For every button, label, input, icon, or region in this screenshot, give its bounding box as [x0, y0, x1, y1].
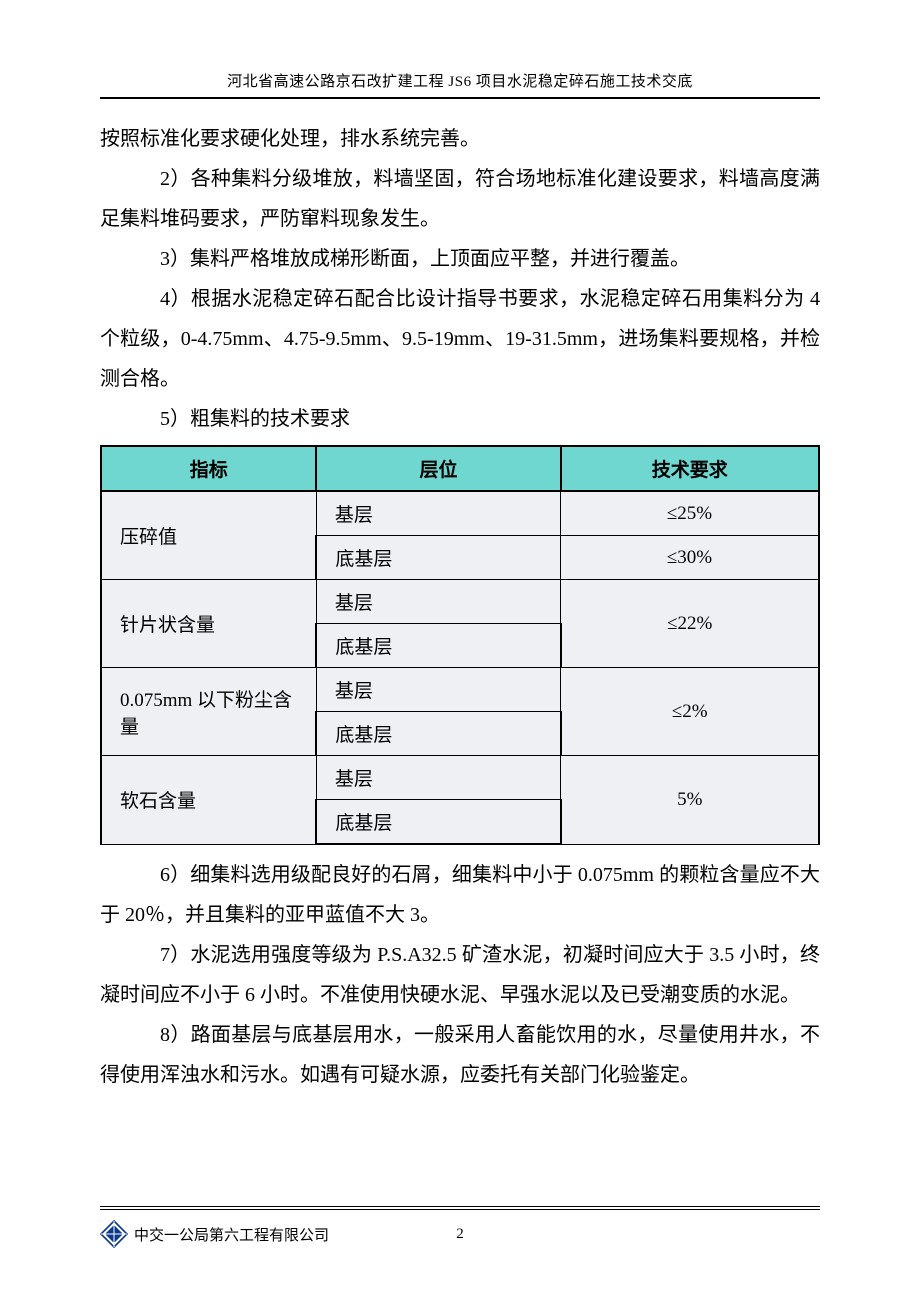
paragraph-3: 3）集料严格堆放成梯形断面，上顶面应平整，并进行覆盖。	[100, 239, 820, 279]
cell-layer: 底基层	[316, 712, 560, 756]
page-container: 河北省高速公路京石改扩建工程 JS6 项目水泥稳定碎石施工技术交底 按照标准化要…	[0, 0, 920, 1302]
cell-indicator: 针片状含量	[101, 580, 316, 668]
paragraph-4: 4）根据水泥稳定碎石配合比设计指导书要求，水泥稳定碎石用集料分为 4 个粒级，0…	[100, 279, 820, 399]
cell-indicator: 软石含量	[101, 756, 316, 845]
cell-requirement: 5%	[561, 756, 820, 845]
footer-divider-inner: 中交一公局第六工程有限公司 2	[100, 1209, 820, 1248]
paragraph-5: 5）粗集料的技术要求	[100, 399, 820, 439]
table-col-indicator: 指标	[101, 446, 316, 491]
table-col-layer: 层位	[316, 446, 560, 491]
page-header-title: 河北省高速公路京石改扩建工程 JS6 项目水泥稳定碎石施工技术交底	[100, 70, 820, 91]
cell-indicator: 压碎值	[101, 491, 316, 580]
footer-divider-outer: 中交一公局第六工程有限公司 2	[100, 1206, 820, 1248]
table-row: 压碎值 基层 ≤25%	[101, 491, 819, 536]
paragraph-2: 2）各种集料分级堆放，料墙坚固，符合场地标准化建设要求，料墙高度满足集料堆码要求…	[100, 159, 820, 239]
page-footer: 中交一公局第六工程有限公司 2	[100, 1206, 820, 1248]
paragraph-8: 8）路面基层与底基层用水，一般采用人畜能饮用的水，尽量使用井水，不得使用浑浊水和…	[100, 1015, 820, 1095]
cell-layer: 基层	[316, 668, 560, 712]
cell-layer: 基层	[316, 580, 560, 624]
cell-indicator: 0.075mm 以下粉尘含量	[101, 668, 316, 756]
page-number: 2	[456, 1226, 464, 1243]
cell-requirement: ≤25%	[561, 491, 820, 536]
paragraph-7: 7）水泥选用强度等级为 P.S.A32.5 矿渣水泥，初凝时间应大于 3.5 小…	[100, 935, 820, 1015]
technical-requirements-table: 指标 层位 技术要求 压碎值 基层 ≤25% 底基层 ≤30% 针片状含量 基层…	[100, 445, 820, 845]
header-divider	[100, 97, 820, 99]
table-row: 0.075mm 以下粉尘含量 基层 ≤2%	[101, 668, 819, 712]
cell-layer: 底基层	[316, 624, 560, 668]
table-row: 针片状含量 基层 ≤22%	[101, 580, 819, 624]
cell-layer: 底基层	[316, 800, 560, 845]
cell-requirement: ≤22%	[561, 580, 820, 668]
cell-requirement: ≤2%	[561, 668, 820, 756]
company-name: 中交一公局第六工程有限公司	[134, 1224, 820, 1245]
table-col-requirement: 技术要求	[561, 446, 820, 491]
paragraph-0: 按照标准化要求硬化处理，排水系统完善。	[100, 119, 820, 159]
table-header-row: 指标 层位 技术要求	[101, 446, 819, 491]
company-logo-icon	[100, 1220, 128, 1248]
paragraph-6: 6）细集料选用级配良好的石屑，细集料中小于 0.075mm 的颗粒含量应不大于 …	[100, 855, 820, 935]
cell-layer: 底基层	[316, 536, 560, 580]
cell-requirement: ≤30%	[561, 536, 820, 580]
table-row: 软石含量 基层 5%	[101, 756, 819, 800]
cell-layer: 基层	[316, 491, 560, 536]
cell-layer: 基层	[316, 756, 560, 800]
